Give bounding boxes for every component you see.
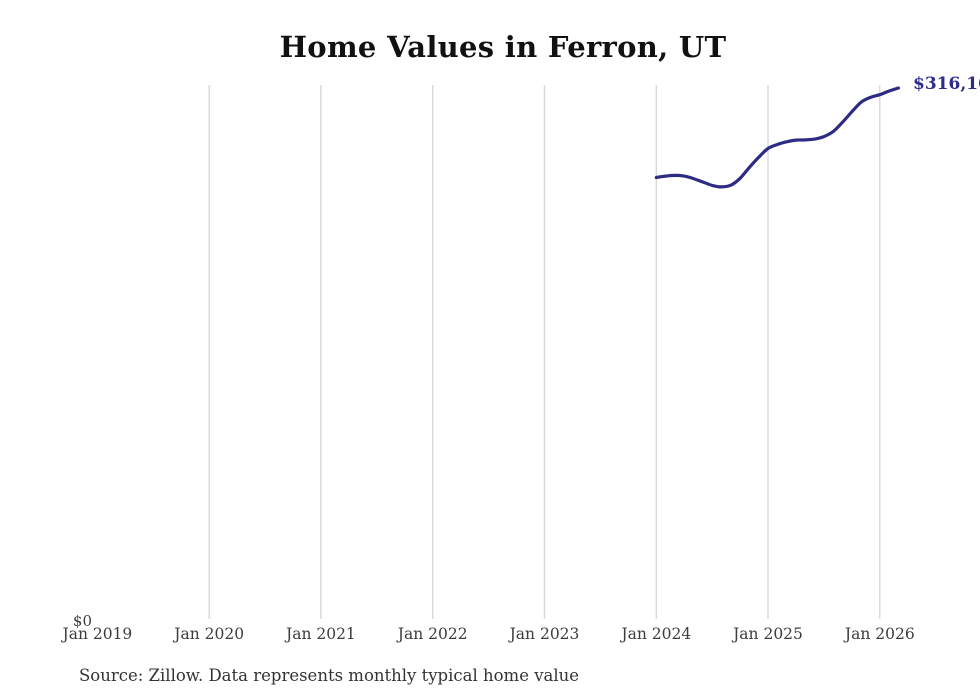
x-tick-label-jan-2023: Jan 2023 [509, 625, 580, 643]
latest-value-label: $316,160 [913, 74, 980, 94]
x-tick-label-jan-2026: Jan 2026 [844, 625, 915, 643]
y-axis-zero-label: $0 [72, 612, 92, 630]
x-tick-label-jan-2024: Jan 2024 [621, 625, 692, 643]
x-tick-label-jan-2022: Jan 2022 [397, 625, 468, 643]
x-tick-label-jan-2021: Jan 2021 [285, 625, 356, 643]
x-tick-label-jan-2025: Jan 2025 [733, 625, 803, 643]
x-tick-label-jan-2019: Jan 2019 [62, 625, 133, 643]
home-value-line [654, 86, 900, 189]
x-tick-label-jan-2020: Jan 2020 [174, 625, 245, 643]
source-note: Source: Zillow. Data represents monthly … [79, 666, 580, 685]
chart-title: Home Values in Ferron, UT [279, 30, 727, 64]
